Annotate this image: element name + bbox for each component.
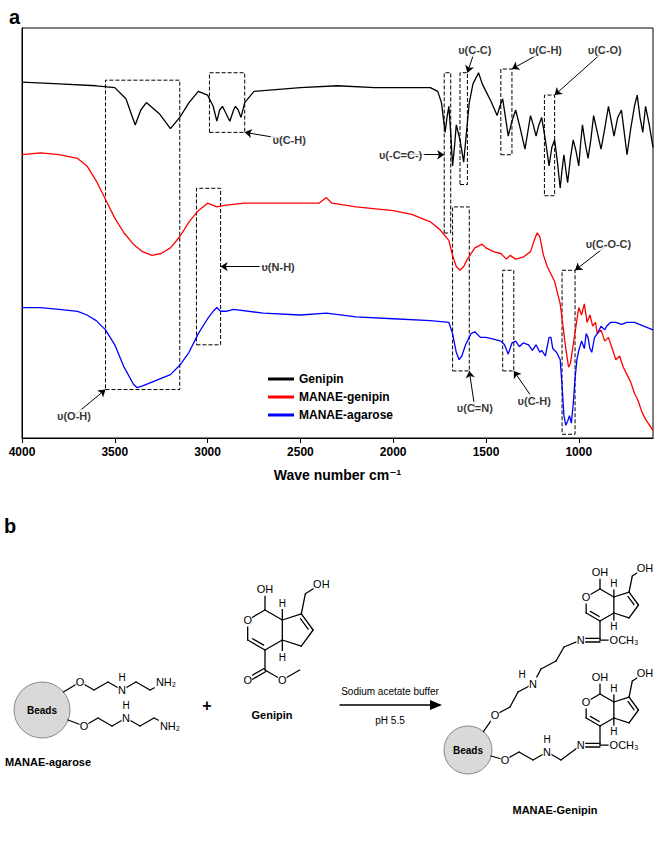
svg-text:4000: 4000 [9,445,36,459]
svg-text:υ(C-O-C): υ(C-O-C) [586,238,632,250]
svg-text:OH: OH [592,566,609,578]
svg-text:N: N [118,684,126,696]
svg-text:υ(C-O): υ(C-O) [588,44,622,56]
svg-text:N: N [577,739,585,751]
svg-text:N: N [529,678,537,690]
svg-text:NH₂: NH₂ [156,676,176,688]
svg-text:υ(N-H): υ(N-H) [261,261,295,273]
svg-text:1000: 1000 [565,445,592,459]
svg-text:3000: 3000 [194,445,221,459]
svg-text:H: H [610,578,617,589]
svg-text:3500: 3500 [101,445,128,459]
svg-text:Beads: Beads [453,745,483,756]
svg-text:OH: OH [637,562,654,574]
svg-text:OH: OH [592,671,609,683]
svg-text:υ(C=N): υ(C=N) [457,402,493,414]
svg-text:υ(C-H): υ(C-H) [273,134,307,146]
svg-text:OH: OH [257,583,274,595]
svg-text:NH₂: NH₂ [160,720,180,732]
svg-text:N: N [122,712,130,724]
svg-text:O: O [278,674,287,686]
svg-text:H: H [543,734,550,745]
svg-text:υ(C-C): υ(C-C) [458,44,492,56]
svg-text:H: H [610,726,617,737]
svg-text:b: b [4,515,16,537]
svg-text:H: H [610,683,617,694]
svg-text:OCH₃: OCH₃ [610,739,639,751]
svg-text:pH 5.5: pH 5.5 [375,715,405,726]
svg-text:Wave number cm⁻¹: Wave number cm⁻¹ [274,467,402,483]
svg-text:H: H [518,669,525,680]
svg-text:Sodium acetate buffer: Sodium acetate buffer [341,686,439,697]
svg-text:υ(C-H): υ(C-H) [518,395,552,407]
svg-text:OCH₃: OCH₃ [610,634,639,646]
svg-text:MANAE-agarose: MANAE-agarose [5,756,91,768]
svg-text:O: O [491,709,500,721]
svg-text:O: O [501,754,510,766]
svg-text:2000: 2000 [380,445,407,459]
svg-text:O: O [582,591,591,603]
svg-text:MANAE-Genipin: MANAE-Genipin [513,804,598,816]
svg-text:2500: 2500 [287,445,314,459]
svg-text:Genipin: Genipin [252,709,293,721]
svg-text:H: H [279,652,286,663]
svg-text:Genipin: Genipin [299,372,344,386]
svg-text:+: + [202,697,211,714]
svg-text:O: O [582,696,591,708]
svg-text:υ(-C=C-): υ(-C=C-) [379,149,423,161]
svg-text:O: O [76,676,85,688]
svg-text:O: O [243,674,252,686]
svg-text:O: O [80,720,89,732]
svg-text:O: O [243,614,252,626]
svg-text:N: N [543,746,551,758]
svg-text:MANAE-genipin: MANAE-genipin [299,390,390,404]
svg-text:H: H [610,621,617,632]
svg-text:OH: OH [313,578,330,590]
svg-text:H: H [279,598,286,609]
svg-text:Beads: Beads [27,705,57,716]
svg-text:OH: OH [637,667,654,679]
svg-text:N: N [577,634,585,646]
svg-text:H: H [122,700,129,711]
svg-text:MANAE-agarose: MANAE-agarose [299,408,393,422]
svg-text:1500: 1500 [473,445,500,459]
svg-text:a: a [9,6,21,28]
svg-text:υ(O-H): υ(O-H) [57,410,91,422]
svg-text:υ(C-H): υ(C-H) [529,44,563,56]
svg-text:H: H [118,672,125,683]
